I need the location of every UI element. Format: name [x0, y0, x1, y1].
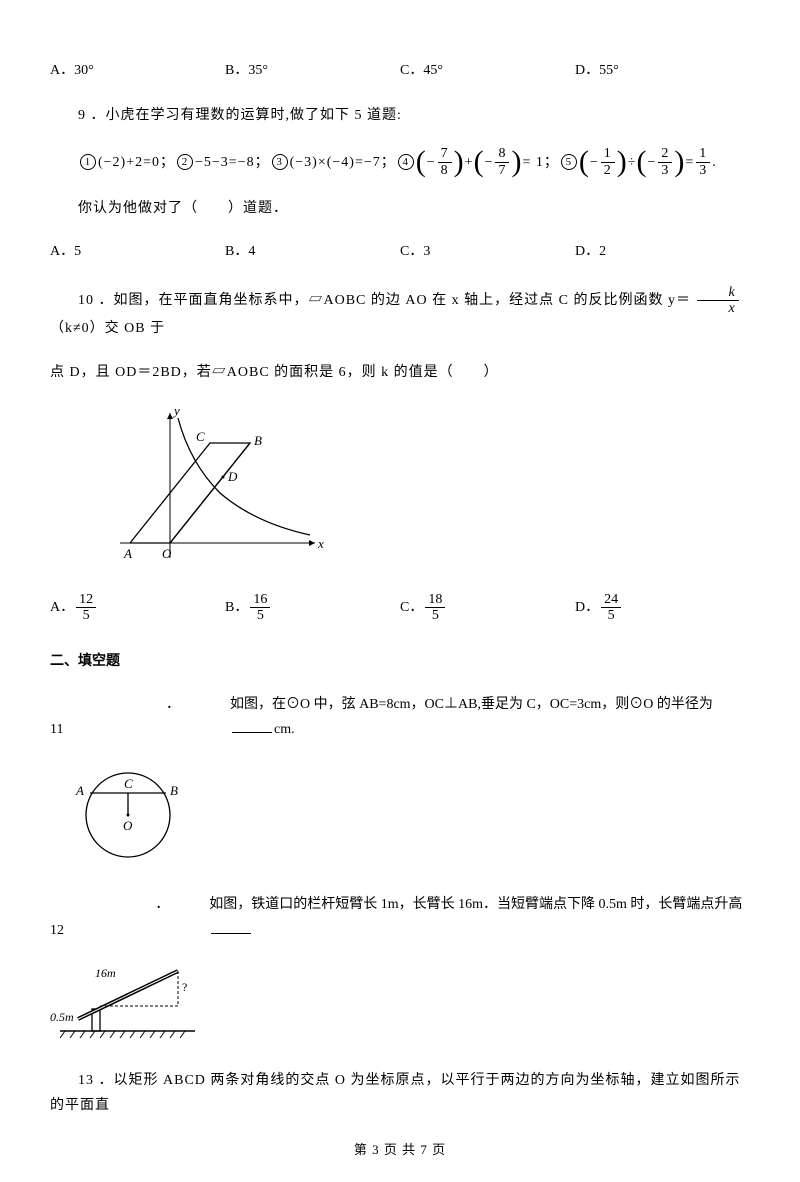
f2: −5−3=−8 — [195, 150, 255, 175]
q8-options: A．30° B．35° C．45° D．55° — [50, 58, 750, 83]
q11-line: 11 ． 如图，在⊙O 中，弦 AB=8cm，OC⊥AB,垂足为 C，OC=3c… — [50, 692, 750, 742]
q8-opt-d[interactable]: D．55° — [575, 58, 750, 83]
circ-5: 5 — [561, 154, 577, 170]
q9-stem: 9 ．小虎在学习有理数的运算时,做了如下 5 道题: — [50, 103, 750, 128]
q12-text: 如图，铁道口的栏杆短臂长 1m，长臂长 16m．当短臂端点下降 0.5m 时，长… — [209, 892, 750, 942]
q10-opt-b[interactable]: B．165 — [225, 592, 400, 624]
q10-options: A．125 B．165 C．185 D．245 — [50, 592, 750, 624]
q10-opt-a[interactable]: A．125 — [50, 592, 225, 624]
q9-ask: 你认为他做对了（ ）道题． — [50, 196, 750, 221]
f4: (−78) + (−87) = 1 — [416, 146, 544, 178]
svg-text:A: A — [123, 546, 132, 561]
svg-text:y: y — [172, 403, 180, 418]
q13-line: 13 ．以矩形 ABCD 两条对角线的交点 O 为坐标原点，以平行于两边的方向为… — [50, 1068, 750, 1118]
svg-text:C: C — [196, 429, 205, 444]
q11-figure: A B C O — [70, 760, 750, 874]
svg-text:?: ? — [182, 980, 187, 994]
q12-line: 12 ． 如图，铁道口的栏杆短臂长 1m，长臂长 16m．当短臂端点下降 0.5… — [50, 892, 750, 942]
q11-text: 如图，在⊙O 中，弦 AB=8cm，OC⊥AB,垂足为 C，OC=3cm，则⊙O… — [230, 692, 750, 742]
circ-4: 4 — [398, 154, 414, 170]
svg-text:C: C — [124, 776, 133, 791]
q9-opt-a[interactable]: A．5 — [50, 239, 225, 264]
svg-text:D: D — [227, 469, 238, 484]
q10-frac-kx: kx — [697, 285, 738, 317]
q11-num: 11 — [50, 692, 116, 742]
svg-text:B: B — [254, 433, 262, 448]
q12-num: 12 — [50, 892, 116, 942]
circ-1: 1 — [80, 154, 96, 170]
q8-opt-b[interactable]: B．35° — [225, 58, 400, 83]
q10-figure: y x A O B C D — [100, 403, 750, 582]
q10-opt-c[interactable]: C．185 — [400, 592, 575, 624]
svg-text:B: B — [170, 783, 178, 798]
q8-opt-c[interactable]: C．45° — [400, 58, 575, 83]
f5: (−12) ÷ (−23) = 13 — [579, 146, 712, 178]
svg-text:A: A — [75, 783, 84, 798]
q11-blank[interactable] — [232, 718, 272, 733]
section-2-title: 二、填空题 — [50, 649, 750, 674]
q10-line2: 点 D，且 OD＝2BD，若▱AOBC 的面积是 6，则 k 的值是（ ） — [50, 360, 750, 385]
svg-text:0.5m: 0.5m — [50, 1010, 74, 1024]
q9-formulas: 1 (−2)+2=0 ； 2 −5−3=−8 ； 3 (−3)×(−4)=−7 … — [78, 146, 750, 178]
svg-text:O: O — [162, 546, 172, 561]
q10-line1: 10 ．如图，在平面直角坐标系中，▱AOBC 的边 AO 在 x 轴上，经过点 … — [50, 285, 750, 342]
q12-blank[interactable] — [211, 919, 251, 934]
f1: (−2)+2=0 — [98, 150, 160, 175]
q9-opt-c[interactable]: C．3 — [400, 239, 575, 264]
q12-dot: ． — [116, 892, 210, 942]
q10-opt-d[interactable]: D．245 — [575, 592, 750, 624]
q12-figure: 16m 0.5m ? — [50, 961, 750, 1050]
svg-text:x: x — [317, 536, 324, 551]
svg-text:16m: 16m — [95, 966, 116, 980]
f3: (−3)×(−4)=−7 — [290, 150, 381, 175]
circ-2: 2 — [177, 154, 193, 170]
page-footer: 第 3 页 共 7 页 — [50, 1138, 750, 1161]
q9-opt-b[interactable]: B．4 — [225, 239, 400, 264]
circ-3: 3 — [272, 154, 288, 170]
q9-options: A．5 B．4 C．3 D．2 — [50, 239, 750, 264]
q9-opt-d[interactable]: D．2 — [575, 239, 750, 264]
q11-dot: ． — [116, 692, 230, 742]
q8-opt-a[interactable]: A．30° — [50, 58, 225, 83]
svg-text:O: O — [123, 818, 133, 833]
